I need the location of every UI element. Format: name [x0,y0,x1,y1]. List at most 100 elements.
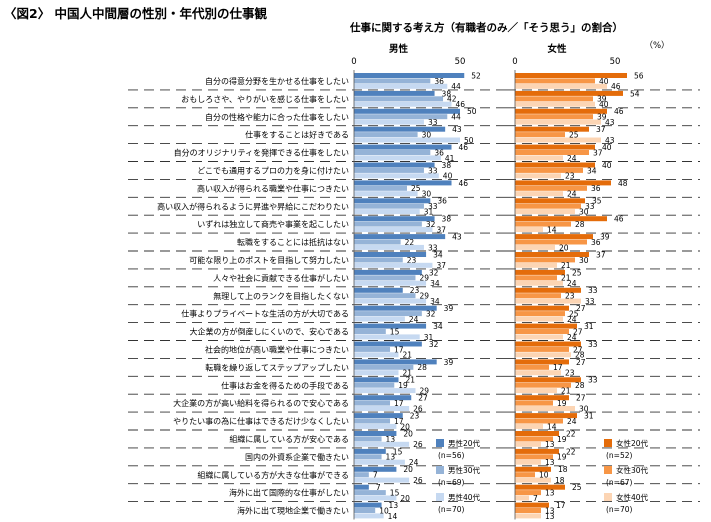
data-label: 36 [591,238,601,247]
bar [354,244,424,250]
data-label: 24 [567,315,577,324]
data-label: 7 [373,471,378,480]
bar [354,221,422,227]
data-label: 43 [452,125,462,134]
bar [515,216,607,222]
data-label: 7 [376,483,381,492]
bar [515,311,565,317]
data-label: 38 [442,215,452,224]
legend-swatch [604,493,612,501]
data-label: 23 [565,292,575,301]
data-label: 52 [471,71,481,80]
bar [354,377,399,383]
bar [515,101,595,107]
bar [354,413,403,419]
data-label: 28 [575,381,585,390]
bar [354,108,460,114]
bar [515,221,571,227]
bar [515,114,593,120]
bar [354,239,401,245]
bar [354,73,465,78]
category-label: 組織に属している方が大きな仕事ができる [197,470,349,480]
panel-title: 男性 [389,43,409,55]
data-label: 36 [591,184,601,193]
data-label: 13 [389,501,399,510]
bar [354,477,410,483]
data-label: 18 [555,476,565,485]
bar [515,239,587,245]
bar [354,388,416,394]
data-label: 44 [451,82,461,91]
data-label: 34 [430,297,440,306]
bar [515,203,581,209]
data-label: 27 [573,327,583,336]
data-label: 37 [436,261,446,270]
bar [354,323,427,329]
chart-subtitle: 仕事に関する考え方（有職者のみ／「そう思う」の割合） [350,22,623,34]
data-label: 18 [558,465,568,474]
data-label: 20 [559,243,569,252]
data-label: 13 [545,489,555,498]
category-label: 社会的地位が高い職業や仕事につきたい [205,344,349,354]
data-label: 30 [579,256,589,265]
bar [515,119,601,125]
data-label: 40 [602,161,612,170]
data-label: 37 [596,125,606,134]
legend-swatch [436,466,444,474]
bar [354,370,399,376]
category-label: 仕事をすることは好きである [245,130,349,140]
figure-title: 〈図2〉 中国人中間層の性別・年代別の仕事観 [4,6,268,21]
bar [354,173,439,179]
data-label: 23 [565,172,575,181]
data-label: 28 [575,351,585,360]
data-label: 25 [569,131,579,140]
bar [515,502,549,508]
bar [354,280,427,286]
bar [354,459,405,465]
data-label: 32 [426,220,436,229]
data-label: 34 [430,279,440,288]
data-label: 33 [585,202,595,211]
bar [515,477,551,483]
bar [515,495,529,501]
legend-swatch [436,493,444,501]
data-label: 15 [390,489,400,498]
bar [515,280,563,286]
legend-n: (n=69) [438,478,465,487]
data-label: 30 [579,404,589,413]
bar [354,334,420,340]
data-label: 44 [451,113,461,122]
data-label: 21 [403,351,413,360]
bar [515,484,565,490]
bar [515,423,543,429]
data-label: 30 [422,190,432,199]
data-label: 27 [576,394,586,403]
category-label: いずれは独立して商売や事業を起こしたい [197,219,349,229]
category-label: おもしろさや、やりがいを感じる仕事をしたい [181,94,349,104]
bar [515,185,587,191]
bar [515,83,607,89]
bar [515,167,583,173]
bar [515,364,549,370]
data-label: 46 [459,143,469,152]
category-label: 人々や社会に貢献できる仕事がしたい [213,273,349,283]
bar [515,191,563,197]
data-label: 40 [599,77,609,86]
data-label: 17 [553,363,563,372]
legend-n: (n=56) [438,451,465,460]
bar [515,448,559,454]
data-label: 39 [444,304,454,313]
bar [354,269,422,275]
data-label: 31 [584,412,594,421]
bar [515,137,601,143]
data-label: 29 [419,387,429,396]
data-label: 25 [572,483,582,492]
legend-n: (n=67) [606,478,633,487]
data-label: 37 [593,148,603,157]
bar [515,293,561,299]
category-label: 大企業の方が高い給料を得られるので安心である [173,398,349,408]
bar [354,275,416,281]
data-label: 43 [452,233,462,242]
bar [515,234,593,240]
